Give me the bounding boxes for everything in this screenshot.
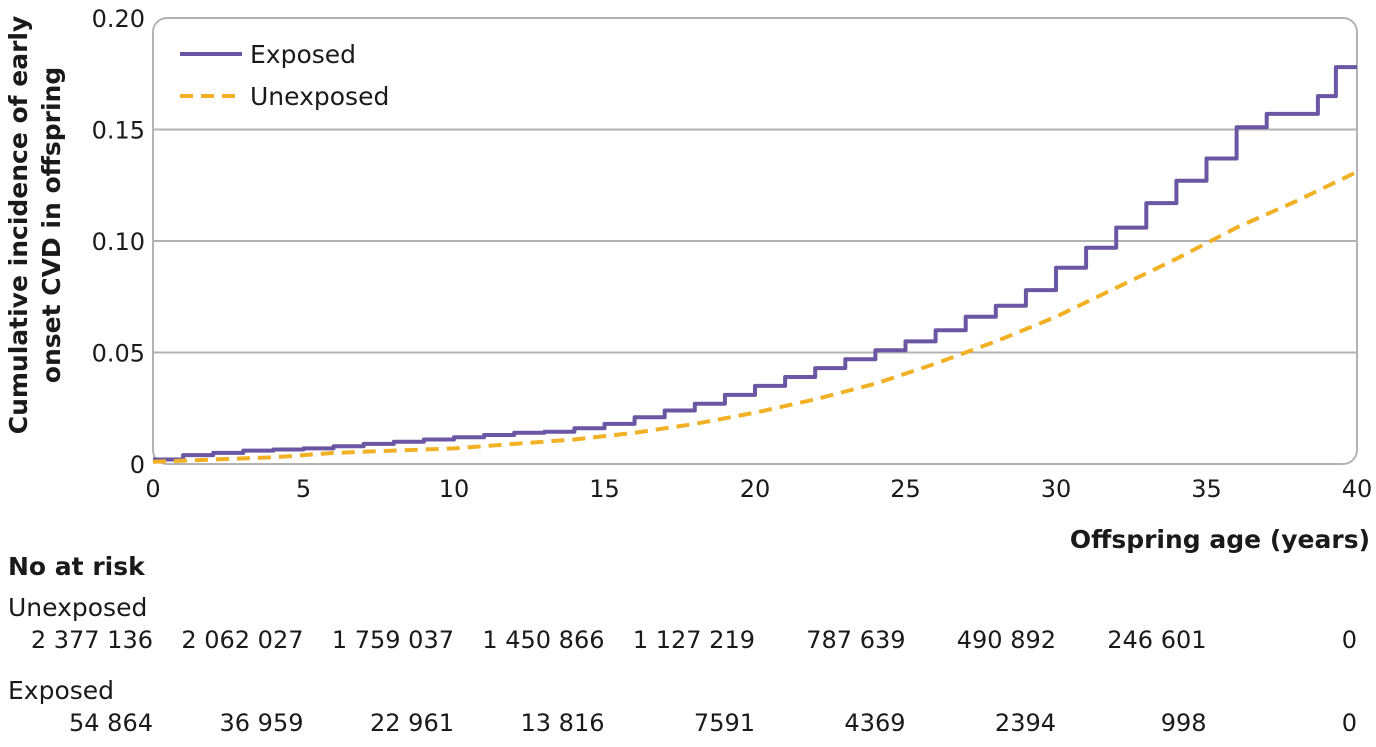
risk-value: 998	[1161, 709, 1207, 737]
x-axis-ticks: 0 5 10 15 20 25 30 35 40	[145, 475, 1372, 503]
risk-row-label-unexposed: Unexposed	[8, 593, 147, 622]
x-axis-title: Offspring age (years)	[1070, 525, 1370, 554]
legend-label-exposed: Exposed	[250, 40, 356, 69]
x-tick-label: 5	[296, 475, 311, 503]
y-tick-label: 0.05	[92, 340, 145, 368]
x-tick-label: 40	[1342, 475, 1373, 503]
x-tick-label: 25	[890, 475, 921, 503]
y-tick-label: 0	[130, 451, 145, 479]
risk-value: 13 816	[521, 709, 605, 737]
risk-value: 1 127 219	[633, 626, 755, 654]
risk-value: 0	[1342, 709, 1357, 737]
risk-value: 22 961	[370, 709, 454, 737]
risk-value: 36 959	[220, 709, 304, 737]
y-tick-label: 0.10	[92, 228, 145, 256]
risk-value: 1 759 037	[332, 626, 454, 654]
risk-value: 490 892	[957, 626, 1056, 654]
risk-value: 1 450 866	[482, 626, 604, 654]
series-lines	[152, 65, 1358, 464]
risk-value: 2 377 136	[31, 626, 153, 654]
gridlines	[153, 128, 1357, 354]
risk-table-heading: No at risk	[8, 552, 146, 581]
legend-label-unexposed: Unexposed	[250, 82, 389, 111]
risk-value: 2394	[995, 709, 1056, 737]
y-axis-title-line1: Cumulative incidence of early	[4, 16, 33, 435]
y-axis-ticks: 0 0.05 0.10 0.15 0.20	[92, 5, 145, 479]
x-tick-label: 35	[1191, 475, 1222, 503]
x-tick-label: 30	[1041, 475, 1072, 503]
y-tick-label: 0.20	[92, 5, 145, 33]
x-tick-label: 0	[145, 475, 160, 503]
x-tick-label: 10	[439, 475, 470, 503]
x-tick-label: 20	[740, 475, 771, 503]
y-axis-title-line2: onset CVD in offspring	[37, 67, 66, 383]
risk-value: 54 864	[69, 709, 153, 737]
risk-value: 7591	[694, 709, 755, 737]
risk-row-unexposed: 2 377 136 2 062 027 1 759 037 1 450 866 1 12…	[31, 626, 1357, 654]
legend: Exposed Unexposed	[180, 40, 389, 111]
risk-value: 2 062 027	[181, 626, 303, 654]
x-tick-label: 15	[589, 475, 620, 503]
risk-row-label-exposed: Exposed	[8, 676, 114, 705]
series-line-exposed	[153, 65, 1357, 462]
risk-value: 0	[1342, 626, 1357, 654]
series-line-unexposed	[152, 170, 1358, 464]
risk-row-exposed: 54 864 36 959 22 961 13 816 7591 4369 2394 998 0	[69, 709, 1357, 737]
y-tick-label: 0.15	[92, 117, 145, 145]
risk-value: 246 601	[1107, 626, 1206, 654]
risk-value: 4369	[844, 709, 905, 737]
risk-value: 787 639	[806, 626, 905, 654]
risk-table: No at risk Unexposed 2 377 136 2 062 027 1…	[8, 552, 1357, 737]
